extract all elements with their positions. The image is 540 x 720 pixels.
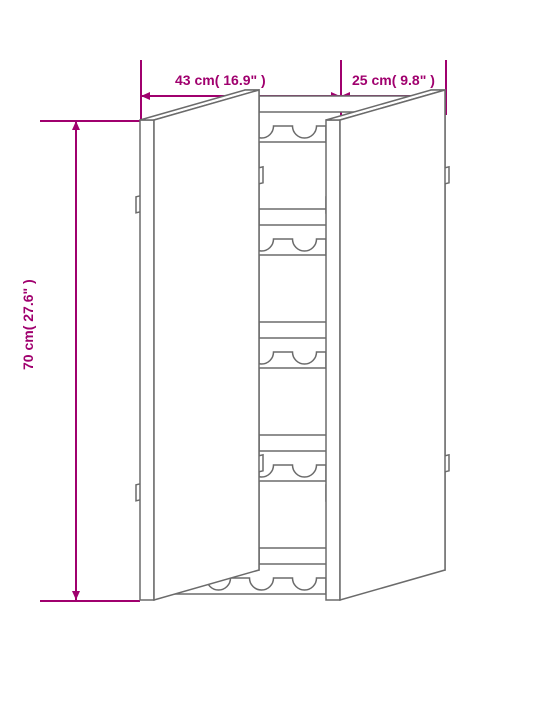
diagram-canvas: 43 cm( 16.9" ) 25 cm( 9.8" ) 70 cm( 27.6…	[0, 0, 540, 720]
wine-rack-drawing	[0, 0, 540, 720]
